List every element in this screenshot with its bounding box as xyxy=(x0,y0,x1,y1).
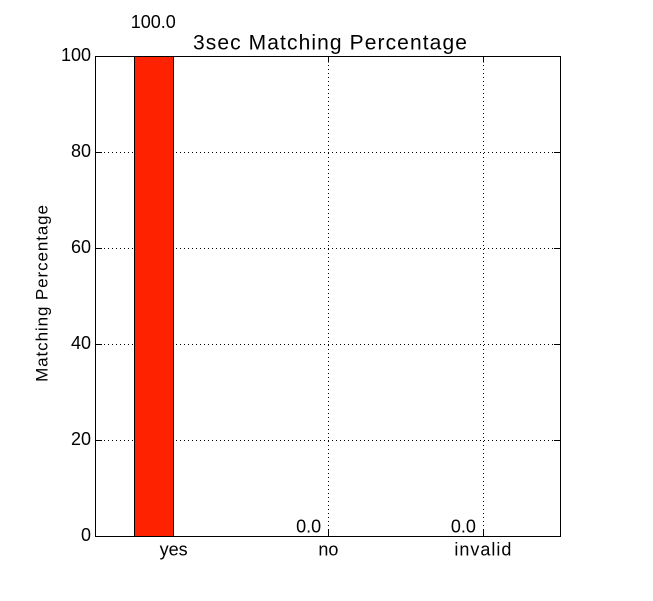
svg-text:40: 40 xyxy=(71,333,91,353)
svg-text:0.0: 0.0 xyxy=(296,516,321,536)
svg-text:100: 100 xyxy=(61,45,91,65)
svg-text:invalid: invalid xyxy=(454,540,512,560)
svg-text:60: 60 xyxy=(71,237,91,257)
svg-text:20: 20 xyxy=(71,429,91,449)
svg-text:Matching Percentage: Matching Percentage xyxy=(33,204,52,382)
svg-text:3sec Matching Percentage: 3sec Matching Percentage xyxy=(193,31,468,54)
svg-text:0: 0 xyxy=(81,525,91,545)
svg-text:100.0: 100.0 xyxy=(131,12,176,32)
svg-text:0.0: 0.0 xyxy=(451,516,476,536)
svg-text:no: no xyxy=(318,540,338,560)
svg-text:80: 80 xyxy=(71,141,91,161)
svg-text:yes: yes xyxy=(160,540,188,560)
